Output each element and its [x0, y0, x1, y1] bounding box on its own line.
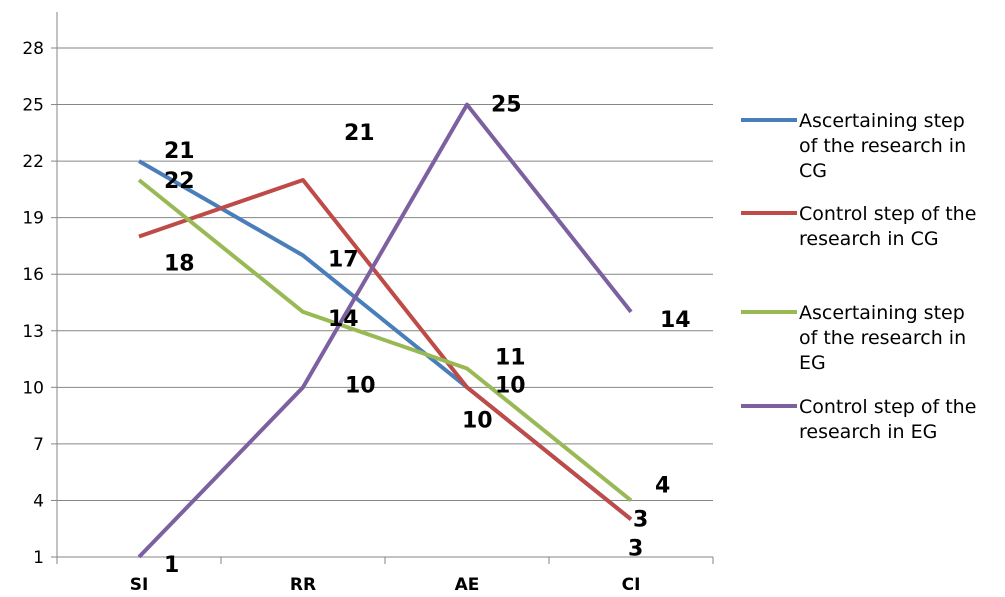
- series-lines: [137, 102, 633, 559]
- x-tick-label: CI: [622, 575, 641, 595]
- series-line: [137, 178, 633, 502]
- data-label: 18: [164, 252, 195, 277]
- legend-label: EG: [799, 352, 826, 374]
- legend-label: Control step of the: [799, 203, 976, 225]
- series-line: [138, 178, 633, 521]
- legend-label: Ascertaining step: [799, 302, 965, 324]
- legend: Ascertaining step of the research in CG Con…: [741, 110, 976, 443]
- data-label: 10: [462, 408, 493, 433]
- data-label: 10: [345, 373, 376, 398]
- data-label: 25: [491, 93, 522, 118]
- y-tick-label: 4: [33, 491, 44, 511]
- legend-label: Control step of the: [799, 396, 976, 418]
- gridlines: [57, 47, 713, 501]
- data-label: 21: [344, 121, 375, 146]
- data-label: 21: [164, 139, 195, 164]
- y-tick-label: 10: [22, 378, 44, 398]
- y-tick-label: 16: [22, 265, 44, 285]
- data-label: 22: [164, 169, 195, 194]
- x-tick-label: AE: [455, 575, 480, 595]
- data-label: 4: [655, 473, 670, 498]
- y-tick-label: 28: [22, 39, 44, 59]
- data-labels: 21 17 10 3 18 21 10 3 22 14 11 4 1 10 25 14: [164, 93, 691, 578]
- data-label: 11: [495, 345, 526, 370]
- y-tick-label: 19: [22, 209, 44, 229]
- y-tick-label: 13: [22, 322, 44, 342]
- legend-label: of the research in: [799, 327, 966, 349]
- legend-label: of the research in: [799, 135, 966, 157]
- x-tick-label: RR: [290, 575, 316, 595]
- data-label: 10: [495, 373, 526, 398]
- data-label: 3: [628, 536, 643, 561]
- y-tick-label: 25: [22, 96, 44, 116]
- legend-label: Ascertaining step: [799, 110, 965, 132]
- legend-label: research in CG: [799, 228, 939, 250]
- data-label: 1: [164, 553, 179, 578]
- y-tick-label: 1: [33, 548, 44, 568]
- data-label: 3: [633, 507, 648, 532]
- legend-label: CG: [799, 160, 827, 182]
- legend-label: research in EG: [799, 421, 937, 443]
- x-tick-label: SI: [130, 575, 149, 595]
- data-label: 14: [660, 308, 691, 333]
- y-tick-label: 22: [22, 152, 44, 172]
- series-line: [137, 102, 633, 559]
- y-tick-label: 7: [33, 435, 44, 455]
- data-label: 17: [328, 247, 359, 272]
- data-label: 14: [328, 307, 359, 332]
